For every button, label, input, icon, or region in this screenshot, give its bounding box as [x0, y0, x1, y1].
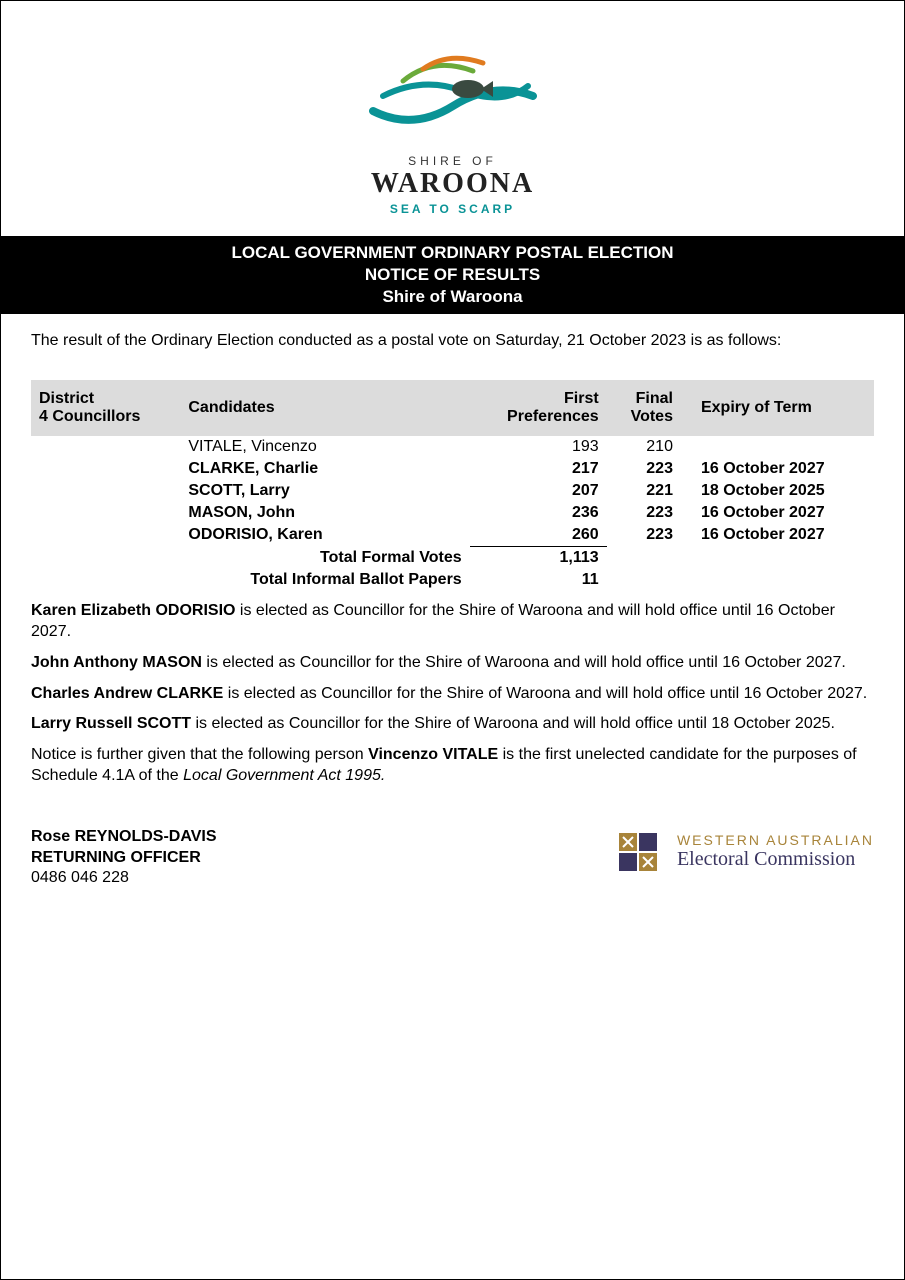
statement-3: Charles Andrew CLARKE is elected as Coun…	[31, 684, 874, 705]
page: SHIRE OF WAROONA SEA TO SCARP LOCAL GOVE…	[0, 0, 905, 1280]
election-statements: Karen Elizabeth ODORISIO is elected as C…	[31, 601, 874, 787]
elected-name: Karen Elizabeth ODORISIO	[31, 602, 235, 619]
statement-text: is elected as Councillor for the Shire o…	[223, 685, 867, 702]
first-pref: 193	[470, 436, 607, 458]
district-label: District	[39, 390, 94, 407]
first-pref: 236	[470, 502, 607, 524]
banner-line3: Shire of Waroona	[1, 286, 904, 308]
waec-line1: WESTERN AUSTRALIAN	[677, 832, 874, 848]
total-formal-label: Total Formal Votes	[180, 547, 469, 570]
final-votes: 221	[607, 480, 681, 502]
unelected-name: Vincenzo VITALE	[368, 746, 498, 763]
statement-5: Notice is further given that the followi…	[31, 745, 874, 787]
table-row: SCOTT, Larry 207 221 18 October 2025	[31, 480, 874, 502]
candidate-name: MASON, John	[180, 502, 469, 524]
waec-logo-block: WESTERN AUSTRALIAN Electoral Commission	[613, 827, 874, 877]
first-pref: 260	[470, 524, 607, 547]
total-informal-label: Total Informal Ballot Papers	[180, 569, 469, 591]
expiry: 18 October 2025	[681, 480, 874, 502]
first-pref: 217	[470, 458, 607, 480]
officer-phone: 0486 046 228	[31, 868, 217, 889]
col-first-pref: FirstPreferences	[470, 380, 607, 436]
footer: Rose REYNOLDS-DAVIS RETURNING OFFICER 04…	[31, 827, 874, 889]
statement-1: Karen Elizabeth ODORISIO is elected as C…	[31, 601, 874, 643]
logo-shire-of: SHIRE OF	[31, 154, 874, 168]
elected-name: John Anthony MASON	[31, 654, 202, 671]
table-row: CLARKE, Charlie 217 223 16 October 2027	[31, 458, 874, 480]
logo-waroona: WAROONA	[31, 168, 874, 200]
table-row: ODORISIO, Karen 260 223 16 October 2027	[31, 524, 874, 547]
waroona-logo-graphic	[353, 41, 553, 141]
candidate-name: ODORISIO, Karen	[180, 524, 469, 547]
elected-name: Charles Andrew CLARKE	[31, 685, 223, 702]
intro-text: The result of the Ordinary Election cond…	[31, 332, 874, 350]
title-banner: LOCAL GOVERNMENT ORDINARY POSTAL ELECTIO…	[1, 236, 904, 314]
shire-logo: SHIRE OF WAROONA SEA TO SCARP	[31, 41, 874, 216]
expiry: 16 October 2027	[681, 502, 874, 524]
statement-4: Larry Russell SCOTT is elected as Counci…	[31, 714, 874, 735]
waec-text: WESTERN AUSTRALIAN Electoral Commission	[677, 832, 874, 871]
officer-title: RETURNING OFFICER	[31, 848, 217, 869]
banner-line1: LOCAL GOVERNMENT ORDINARY POSTAL ELECTIO…	[1, 242, 904, 264]
final-votes: 223	[607, 524, 681, 547]
final-votes: 223	[607, 502, 681, 524]
final-votes-label: FinalVotes	[631, 390, 673, 425]
final-votes: 210	[607, 436, 681, 458]
first-pref-label: FirstPreferences	[507, 390, 599, 425]
councillors-label: 4 Councillors	[39, 408, 140, 425]
officer-name: Rose REYNOLDS-DAVIS	[31, 827, 217, 848]
total-informal-row: Total Informal Ballot Papers 11	[31, 569, 874, 591]
col-final-votes: FinalVotes	[607, 380, 681, 436]
statement-text: is elected as Councillor for the Shire o…	[202, 654, 846, 671]
total-formal-row: Total Formal Votes 1,113	[31, 547, 874, 570]
elected-name: Larry Russell SCOTT	[31, 715, 191, 732]
table-row: MASON, John 236 223 16 October 2027	[31, 502, 874, 524]
logo-sea-to-scarp: SEA TO SCARP	[31, 202, 874, 216]
results-table: District 4 Councillors Candidates FirstP…	[31, 380, 874, 591]
expiry: 16 October 2027	[681, 458, 874, 480]
banner-line2: NOTICE OF RESULTS	[1, 264, 904, 286]
col-district: District 4 Councillors	[31, 380, 180, 436]
final-votes: 223	[607, 458, 681, 480]
statement-text: is elected as Councillor for the Shire o…	[191, 715, 835, 732]
total-informal-value: 11	[470, 569, 607, 591]
waec-line2: Electoral Commission	[677, 848, 874, 871]
col-candidates: Candidates	[180, 380, 469, 436]
statement-text: Notice is further given that the followi…	[31, 746, 368, 763]
results-body: VITALE, Vincenzo 193 210 CLARKE, Charlie…	[31, 436, 874, 591]
candidate-name: SCOTT, Larry	[180, 480, 469, 502]
col-expiry: Expiry of Term	[681, 380, 874, 436]
act-citation: Local Government Act 1995.	[183, 767, 385, 784]
expiry	[681, 436, 874, 458]
total-formal-value: 1,113	[470, 547, 607, 570]
candidate-name: CLARKE, Charlie	[180, 458, 469, 480]
returning-officer: Rose REYNOLDS-DAVIS RETURNING OFFICER 04…	[31, 827, 217, 889]
first-pref: 207	[470, 480, 607, 502]
candidate-name: VITALE, Vincenzo	[180, 436, 469, 458]
statement-2: John Anthony MASON is elected as Council…	[31, 653, 874, 674]
waec-logo-icon	[613, 827, 663, 877]
expiry: 16 October 2027	[681, 524, 874, 547]
table-row: VITALE, Vincenzo 193 210	[31, 436, 874, 458]
